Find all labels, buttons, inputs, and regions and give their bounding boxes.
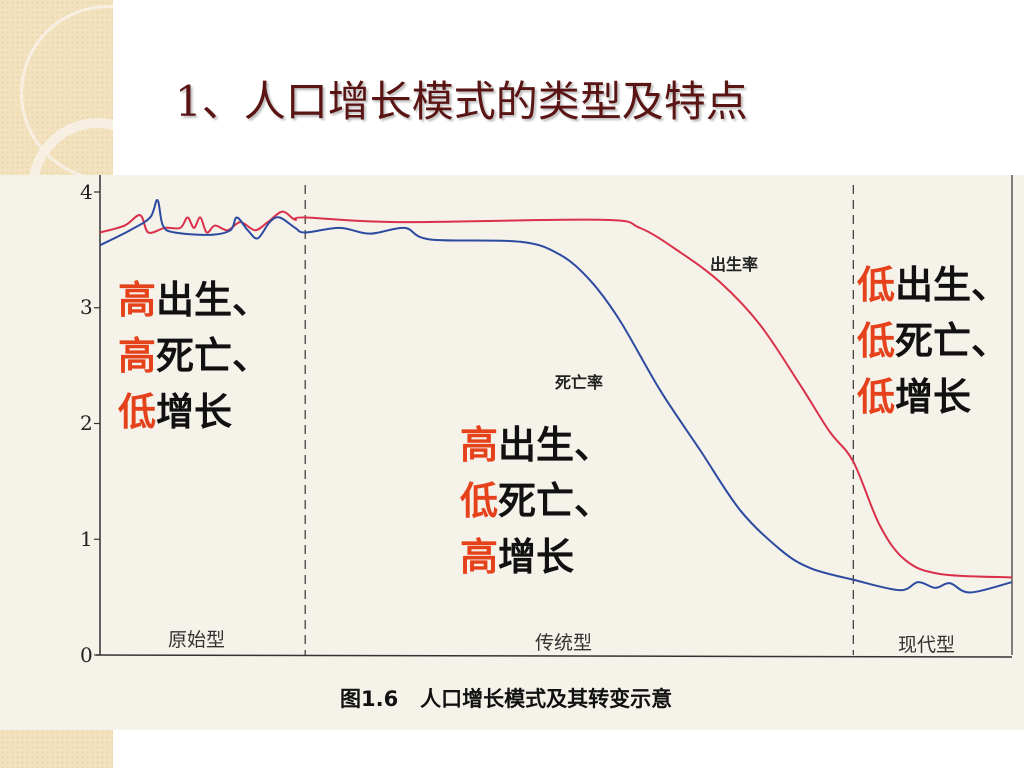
death-rate-line	[99, 199, 1013, 594]
annotation-modern: 低出生、 低死亡、 低增长	[857, 262, 1010, 419]
annotation-traditional: 高出生、 低死亡、 高增长	[460, 422, 613, 579]
birth-rate-label: 出生率	[710, 255, 759, 274]
stage-label-primitive: 原始型	[168, 629, 226, 651]
y-tick-label: 1	[80, 527, 93, 551]
y-tick-label: 4	[80, 180, 93, 204]
figure-caption: 图1.6 人口增长模式及其转变示意	[340, 687, 673, 711]
y-tick-label: 3	[80, 295, 93, 319]
death-rate-label: 死亡率	[555, 373, 604, 392]
chart-plot	[94, 175, 1013, 658]
decorative-panel	[0, 730, 113, 768]
y-tick-label: 2	[80, 411, 93, 435]
decorative-panel	[0, 0, 113, 175]
x-axis	[95, 654, 1013, 658]
birth-rate-line	[99, 210, 1013, 579]
slide-title: 1、人口增长模式的类型及特点	[175, 77, 748, 126]
stage-label-traditional: 传统型	[535, 632, 593, 654]
stage-label-modern: 现代型	[898, 634, 956, 656]
y-tick-label: 0	[80, 643, 93, 667]
annotation-primitive: 高出生、 高死亡、 低增长	[118, 277, 271, 434]
population-chart: 0 1 2 3 4 出生率 死亡率 原始型 传统型 现代型 高出生、 高死亡、 …	[0, 175, 1024, 730]
